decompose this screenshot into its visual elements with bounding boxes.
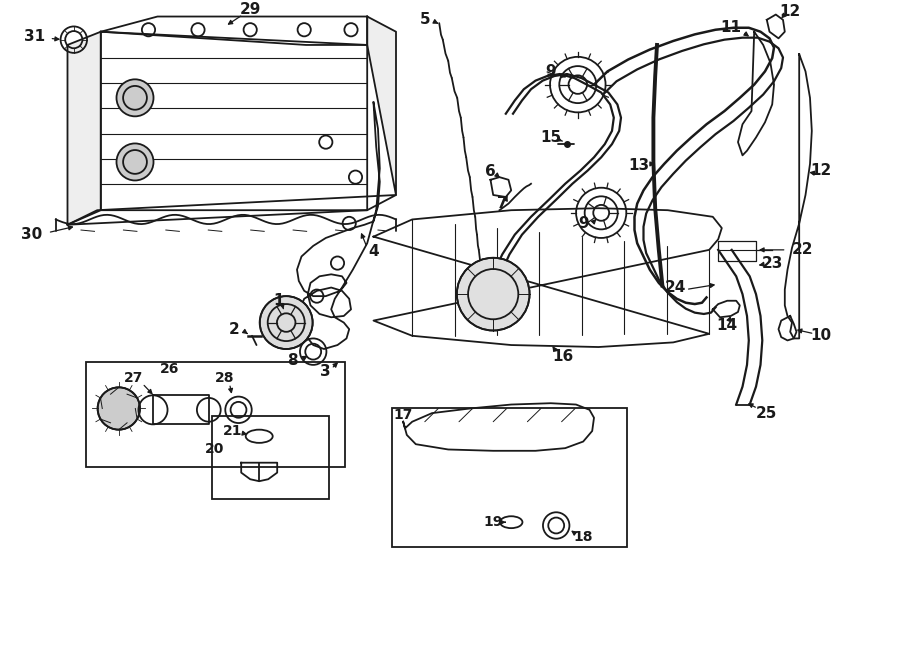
Text: 21: 21 [222, 424, 242, 438]
Bar [212, 416, 328, 499]
Text: 22: 22 [792, 243, 814, 257]
Text: 5: 5 [419, 13, 430, 27]
Text: 2: 2 [229, 322, 239, 336]
Circle shape [116, 79, 154, 116]
Text: 29: 29 [239, 3, 261, 17]
Polygon shape [101, 32, 367, 210]
Text: 20: 20 [204, 442, 224, 457]
Text: 28: 28 [215, 371, 235, 385]
Circle shape [260, 296, 312, 349]
Polygon shape [153, 395, 209, 424]
Polygon shape [403, 403, 594, 451]
Text: 12: 12 [810, 163, 832, 178]
Polygon shape [785, 54, 812, 338]
Polygon shape [767, 15, 785, 38]
Polygon shape [367, 17, 396, 195]
Polygon shape [68, 195, 396, 225]
Bar [392, 408, 627, 547]
Text: 17: 17 [393, 408, 413, 422]
Text: 1: 1 [274, 293, 284, 308]
Polygon shape [491, 177, 511, 197]
Circle shape [116, 143, 154, 180]
Polygon shape [241, 463, 277, 481]
Text: 30: 30 [21, 227, 42, 242]
Circle shape [97, 387, 140, 430]
Text: 23: 23 [761, 256, 783, 270]
Text: 9: 9 [545, 64, 556, 79]
Text: 13: 13 [628, 158, 650, 173]
Text: 19: 19 [483, 515, 503, 529]
Polygon shape [297, 102, 380, 349]
Text: 25: 25 [756, 406, 778, 420]
Text: 18: 18 [573, 529, 593, 544]
Text: 11: 11 [720, 20, 742, 35]
Text: 16: 16 [552, 350, 573, 364]
Bar [86, 362, 345, 467]
Text: 14: 14 [716, 318, 738, 332]
Polygon shape [374, 208, 722, 347]
Text: 10: 10 [810, 329, 832, 343]
Text: 3: 3 [320, 364, 331, 379]
Text: 9: 9 [578, 216, 589, 231]
Circle shape [457, 258, 529, 330]
Text: 8: 8 [287, 353, 298, 368]
Polygon shape [738, 32, 774, 155]
Text: 24: 24 [664, 280, 686, 295]
Polygon shape [101, 17, 367, 45]
Text: 12: 12 [779, 5, 801, 19]
Text: 7: 7 [497, 196, 508, 211]
Polygon shape [778, 316, 796, 340]
Text: 6: 6 [485, 165, 496, 179]
Text: 27: 27 [123, 371, 143, 385]
Polygon shape [68, 32, 101, 225]
Text: 31: 31 [23, 29, 45, 44]
Polygon shape [713, 301, 740, 317]
Text: 26: 26 [159, 362, 179, 376]
Text: 15: 15 [540, 130, 562, 145]
Text: 4: 4 [368, 244, 379, 258]
